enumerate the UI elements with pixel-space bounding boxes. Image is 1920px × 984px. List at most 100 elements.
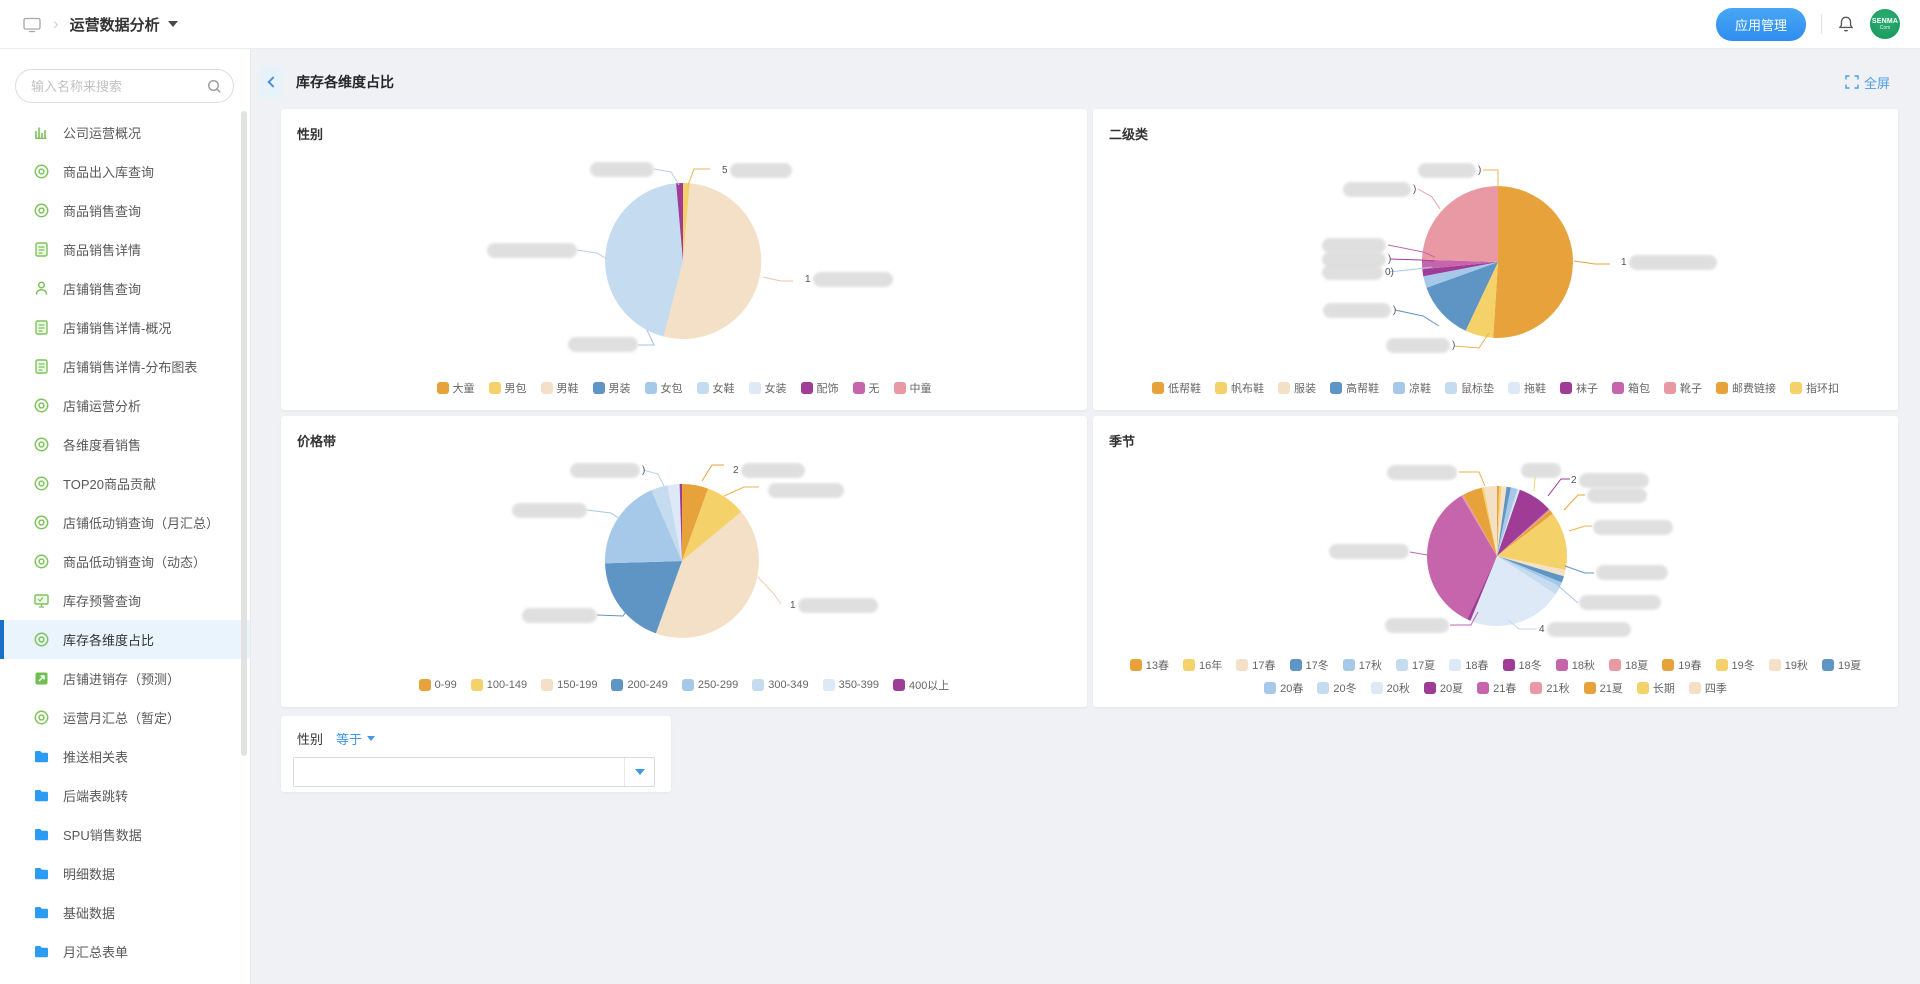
legend-item[interactable]: 凉鞋 bbox=[1393, 380, 1431, 396]
pie-slice[interactable] bbox=[1497, 509, 1551, 556]
sidebar-item[interactable]: 基础数据 bbox=[0, 893, 250, 932]
pie-slice[interactable] bbox=[1483, 485, 1497, 556]
legend-item[interactable]: 20夏 bbox=[1423, 680, 1463, 696]
sidebar-item[interactable]: SPU销售数据 bbox=[0, 815, 250, 854]
pie-slice[interactable] bbox=[1465, 262, 1498, 338]
legend-item[interactable]: 20春 bbox=[1264, 680, 1303, 696]
pie-slice[interactable] bbox=[682, 484, 709, 561]
pie-slice[interactable] bbox=[1467, 556, 1497, 621]
legend-item[interactable]: 19春 bbox=[1662, 657, 1702, 673]
pie-slice[interactable] bbox=[605, 561, 682, 634]
pie-slice[interactable] bbox=[1427, 495, 1497, 620]
legend-item[interactable]: 18夏 bbox=[1609, 657, 1648, 673]
sidebar-item[interactable]: 明细数据 bbox=[0, 854, 250, 893]
legend-item[interactable]: 帆布鞋 bbox=[1215, 380, 1264, 396]
pie-slice[interactable] bbox=[1463, 487, 1497, 556]
monitor-icon[interactable] bbox=[22, 16, 42, 33]
legend-item[interactable]: 17夏 bbox=[1396, 657, 1435, 673]
legend-item[interactable]: 指环扣 bbox=[1790, 380, 1839, 396]
legend-item[interactable]: 高帮鞋 bbox=[1330, 380, 1379, 396]
pie-slice[interactable] bbox=[1497, 489, 1520, 556]
sidebar-item[interactable]: 店铺销售查询 bbox=[0, 269, 250, 308]
legend-item[interactable]: 17秋 bbox=[1342, 657, 1382, 673]
sidebar-item[interactable]: 公司运营概况 bbox=[0, 113, 250, 152]
filter-select-open-button[interactable] bbox=[624, 758, 654, 786]
pie-slice[interactable] bbox=[1497, 513, 1568, 570]
legend-item[interactable]: 21秋 bbox=[1530, 680, 1570, 696]
pie-slice[interactable] bbox=[1497, 485, 1500, 556]
pie-slice[interactable] bbox=[676, 182, 683, 261]
legend-item[interactable]: 低帮鞋 bbox=[1152, 380, 1201, 396]
app-manage-button[interactable]: 应用管理 bbox=[1715, 7, 1806, 41]
pie-slice[interactable] bbox=[667, 484, 682, 561]
pie-slice[interactable] bbox=[1422, 186, 1498, 262]
search-input[interactable] bbox=[31, 78, 207, 94]
sidebar-item[interactable]: 推送相关表 bbox=[0, 737, 250, 776]
legend-item[interactable]: 男装 bbox=[592, 380, 631, 396]
legend-item[interactable]: 19夏 bbox=[1822, 657, 1861, 673]
pie-slice[interactable] bbox=[651, 485, 682, 561]
sidebar-item[interactable]: TOP20商品贡献 bbox=[0, 464, 250, 503]
sidebar-item[interactable]: 店铺低动销查询（月汇总） bbox=[0, 503, 250, 542]
legend-item[interactable]: 配饰 bbox=[800, 380, 839, 396]
search-icon[interactable] bbox=[207, 79, 222, 94]
legend-item[interactable]: 女包 bbox=[644, 380, 683, 396]
legend-item[interactable]: 女装 bbox=[748, 380, 787, 396]
legend-item[interactable]: 20冬 bbox=[1317, 680, 1357, 696]
legend-item[interactable]: 13春 bbox=[1129, 657, 1169, 673]
legend-item[interactable]: 鼠标垫 bbox=[1445, 380, 1494, 396]
legend-item[interactable]: 400以上 bbox=[892, 677, 949, 693]
legend-item[interactable]: 四季 bbox=[1688, 680, 1727, 696]
legend-item[interactable]: 0-99 bbox=[418, 677, 457, 693]
legend-item[interactable]: 17春 bbox=[1236, 657, 1276, 673]
legend-item[interactable]: 女鞋 bbox=[696, 380, 735, 396]
sidebar-item[interactable]: 库存预警查询 bbox=[0, 581, 250, 620]
pie-slice[interactable] bbox=[682, 488, 742, 561]
pie-slice[interactable] bbox=[1423, 262, 1498, 288]
pie-slice[interactable] bbox=[1497, 556, 1560, 595]
pie-slice[interactable] bbox=[1497, 486, 1511, 556]
legend-item[interactable]: 邮费链接 bbox=[1716, 380, 1776, 396]
pie-slice[interactable] bbox=[1497, 487, 1518, 556]
legend-item[interactable]: 箱包 bbox=[1612, 380, 1650, 396]
legend-item[interactable]: 袜子 bbox=[1560, 380, 1598, 396]
legend-item[interactable]: 350-399 bbox=[822, 677, 879, 693]
pie-slice[interactable] bbox=[605, 183, 683, 337]
sidebar-item[interactable]: 月汇总表单 bbox=[0, 932, 250, 971]
pie-slice[interactable] bbox=[1497, 510, 1553, 556]
legend-item[interactable]: 21夏 bbox=[1583, 680, 1623, 696]
pie-slice[interactable] bbox=[1421, 259, 1498, 270]
legend-item[interactable]: 18秋 bbox=[1555, 657, 1595, 673]
legend-item[interactable]: 150-199 bbox=[541, 677, 597, 693]
filter-operator-dropdown[interactable]: 等于 bbox=[336, 729, 376, 748]
legend-item[interactable]: 中童 bbox=[893, 380, 932, 396]
avatar[interactable]: SENMA Com bbox=[1870, 9, 1900, 39]
legend-item[interactable]: 17冬 bbox=[1289, 657, 1329, 673]
legend-item[interactable]: 大童 bbox=[436, 380, 475, 396]
legend-item[interactable]: 19秋 bbox=[1768, 657, 1808, 673]
pie-slice[interactable] bbox=[1497, 489, 1549, 556]
sidebar-item[interactable]: 商品销售查询 bbox=[0, 191, 250, 230]
pie-slice[interactable] bbox=[1497, 486, 1502, 556]
pie-slice[interactable] bbox=[1426, 262, 1499, 331]
legend-item[interactable]: 200-249 bbox=[611, 677, 668, 693]
legend-item[interactable]: 男包 bbox=[488, 380, 527, 396]
app-title-dropdown[interactable]: 运营数据分析 bbox=[70, 14, 178, 35]
legend-item[interactable]: 拖鞋 bbox=[1508, 380, 1546, 396]
pie-slice[interactable] bbox=[1497, 489, 1519, 556]
legend-item[interactable]: 100-149 bbox=[470, 677, 527, 693]
pie-slice[interactable] bbox=[1493, 186, 1573, 338]
sidebar-item[interactable]: 店铺销售详情-分布图表 bbox=[0, 347, 250, 386]
pie-slice[interactable] bbox=[1422, 262, 1498, 277]
filter-value-input[interactable] bbox=[294, 758, 624, 786]
legend-item[interactable]: 21春 bbox=[1477, 680, 1516, 696]
pie-slice[interactable] bbox=[1470, 556, 1556, 627]
bell-icon[interactable] bbox=[1837, 15, 1855, 33]
sidebar-item[interactable]: 店铺进销存（预测） bbox=[0, 659, 250, 698]
sidebar-item[interactable]: 各维度看销售 bbox=[0, 425, 250, 464]
legend-item[interactable]: 18冬 bbox=[1502, 657, 1542, 673]
legend-item[interactable]: 18春 bbox=[1449, 657, 1489, 673]
legend-item[interactable]: 长期 bbox=[1636, 680, 1675, 696]
sidebar-item[interactable]: 后端表跳转 bbox=[0, 776, 250, 815]
sidebar-item[interactable]: 库存各维度占比 bbox=[0, 620, 250, 659]
